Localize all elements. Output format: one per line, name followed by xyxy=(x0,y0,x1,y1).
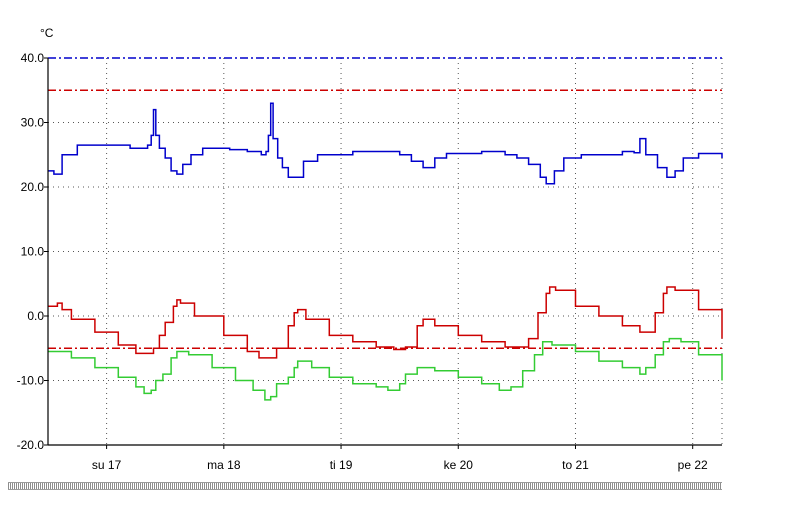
series-line-3 xyxy=(48,337,723,401)
axes xyxy=(44,57,722,449)
x-tick-label: ti 19 xyxy=(330,458,353,472)
reference-lines xyxy=(48,57,722,349)
x-tick-label: pe 22 xyxy=(678,458,708,472)
y-tick-label: -20.0 xyxy=(17,438,45,452)
x-tick-label: ke 20 xyxy=(444,458,474,472)
x-tick-labels: su 17 ma 18 ti 19 ke 20 to 21 pe 22 xyxy=(92,458,708,472)
y-tick-label: 10.0 xyxy=(21,245,45,259)
y-tick-label: 40.0 xyxy=(21,51,45,65)
horizontal-scrollbar[interactable] xyxy=(8,482,722,490)
x-tick-label: to 21 xyxy=(562,458,589,472)
series-line-2 xyxy=(48,286,723,359)
y-tick-label: 20.0 xyxy=(21,180,45,194)
series-layer xyxy=(48,102,723,401)
x-tick-label: su 17 xyxy=(92,458,122,472)
y-tick-label: -10.0 xyxy=(17,374,45,388)
x-tick-label: ma 18 xyxy=(207,458,241,472)
y-tick-labels: 40.0 30.0 20.0 10.0 0.0 -10.0 -20.0 xyxy=(17,51,45,452)
y-unit-label: °C xyxy=(40,26,54,40)
y-tick-label: 0.0 xyxy=(27,309,44,323)
y-tick-label: 30.0 xyxy=(21,116,45,130)
series-line-1 xyxy=(48,102,723,185)
